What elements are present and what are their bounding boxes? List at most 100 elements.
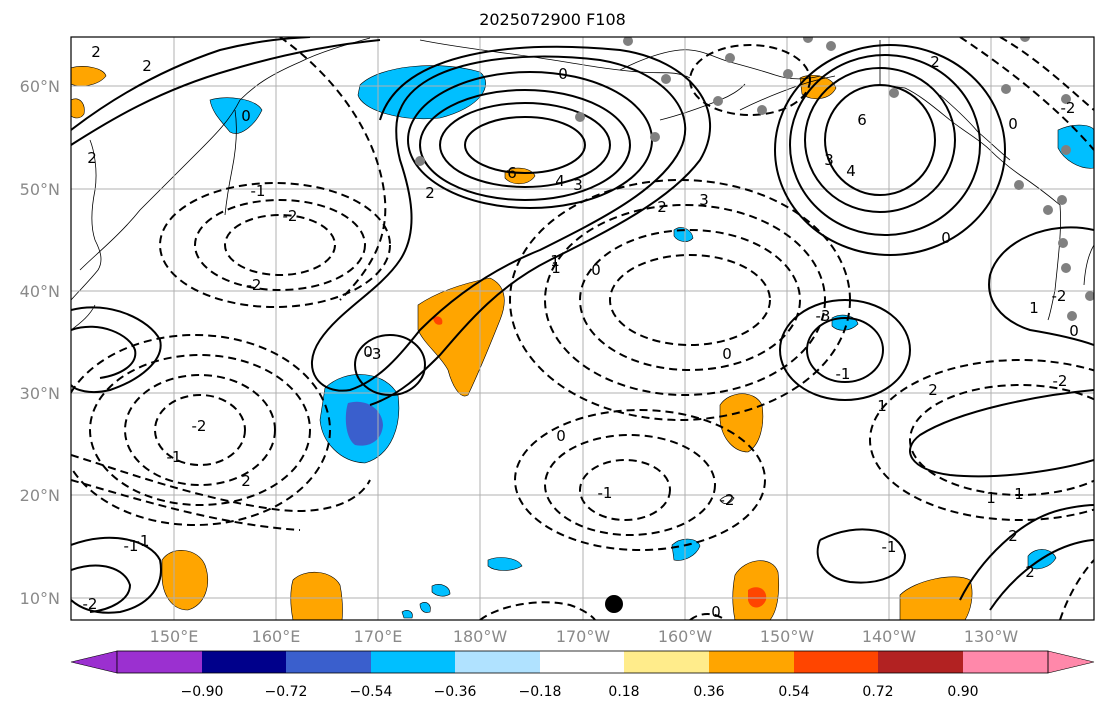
lat-label: 50°N (20, 180, 60, 199)
dashed-contours (71, 37, 1094, 620)
orange-shading (290, 572, 343, 620)
blue-shading (1057, 124, 1094, 169)
contour-label: 2 (1025, 563, 1035, 581)
contour-label: -1 (167, 448, 182, 466)
contour-label: 1 (877, 397, 887, 415)
lon-label: 180°W (453, 627, 508, 646)
contour-label: -2 (1061, 99, 1076, 117)
map-title: 2025072900 F108 (479, 10, 626, 29)
contour-label: 2 (87, 149, 97, 167)
contour-label: 0 (591, 261, 601, 279)
contour-label: 1 (550, 252, 560, 270)
colorbar-label: −0.72 (265, 684, 308, 700)
contour-label: 2 (928, 381, 938, 399)
colorbar-label: −0.36 (434, 684, 477, 700)
contour-label: -3 (367, 345, 382, 363)
colorbar-swatch (202, 651, 286, 673)
colorbar-swatch (794, 651, 878, 673)
contour-label: 1 (1029, 299, 1039, 317)
colorbar-swatch (963, 651, 1048, 673)
lon-label: 130°W (964, 627, 1019, 646)
lat-label: 60°N (20, 77, 60, 96)
colorbar-label: 0.72 (862, 684, 893, 700)
contour-label: 3 (573, 176, 583, 194)
colorbar-swatch (117, 651, 202, 673)
lon-label: 170°W (556, 627, 611, 646)
contour-label: -2 (1052, 287, 1067, 305)
colorbar-swatch (286, 651, 371, 673)
colorbar-extend-low (70, 650, 118, 674)
contour-label: -1 (882, 538, 897, 556)
blue-shading (401, 610, 413, 619)
colorbar-label: 0.90 (947, 684, 978, 700)
blue-shading-strong (345, 401, 383, 446)
contour-label: 0 (941, 229, 951, 247)
colorbar-swatch (878, 651, 963, 673)
contour-label: 4 (555, 172, 565, 190)
contour-label: -2 (283, 207, 298, 225)
contour-label: -1 (135, 532, 150, 550)
contour-label: 0 (1069, 322, 1079, 340)
colorbar-label: 0.18 (608, 684, 639, 700)
lon-labels: 150°E 160°E 170°E 180°W 170°W 160°W 150°… (150, 627, 1019, 646)
lon-label: 160°W (658, 627, 713, 646)
orange-shading (71, 98, 85, 119)
station-dots (415, 37, 1094, 321)
contour-label: 2 (142, 57, 152, 75)
contour-label: 2 (930, 53, 940, 71)
contour-label: -1 (836, 365, 851, 383)
blue-shading (671, 538, 701, 561)
contour-label: 2 (1008, 527, 1018, 545)
contour-label: 4 (846, 162, 856, 180)
contour-label: -1 (124, 537, 139, 555)
contour-label: -3 (816, 307, 831, 325)
lon-label: 150°W (760, 627, 815, 646)
lon-label: 170°E (354, 627, 403, 646)
colorbar-label: 0.36 (693, 684, 724, 700)
contour-label: 6 (857, 111, 867, 129)
lon-label: 150°E (150, 627, 199, 646)
colorbar-label: −0.54 (350, 684, 393, 700)
lon-label: 140°W (862, 627, 917, 646)
contour-label: 3 (699, 191, 709, 209)
contour-label: -2 (720, 491, 735, 509)
colorbar-extend-high (1047, 650, 1095, 674)
marker-dot (605, 595, 623, 613)
map-frame (70, 36, 1095, 621)
contour-label: 0 (556, 427, 566, 445)
contour-label: -2 (192, 417, 207, 435)
contour-label: -2 (247, 276, 262, 294)
solid-contours (71, 37, 1094, 614)
contour-label: -1 (251, 182, 266, 200)
colorbar-label: −0.90 (181, 684, 224, 700)
contour-label: 1 (1014, 485, 1024, 503)
lat-label: 40°N (20, 282, 60, 301)
contour-label: 0 (363, 343, 373, 361)
lat-label: 10°N (20, 589, 60, 608)
contour-label: 0 (711, 603, 721, 621)
lat-label: 30°N (20, 384, 60, 403)
colorbar-swatch (455, 651, 540, 673)
contour-label: -2 (83, 595, 98, 613)
contour-label: 2 (241, 472, 251, 490)
colorbar (70, 650, 1095, 674)
contour-label: 2 (657, 198, 667, 216)
blue-shading (419, 602, 431, 613)
colorbar-swatch (624, 651, 709, 673)
contour-label: 0 (1008, 115, 1018, 133)
colorbar-label: 0.54 (778, 684, 809, 700)
contour-label: 2 (425, 184, 435, 202)
red-shading (748, 587, 767, 608)
contour-label: -2 (1053, 372, 1068, 390)
lon-label: 160°E (252, 627, 301, 646)
contour-label: 0 (558, 65, 568, 83)
orange-shading (161, 550, 208, 611)
contour-label: 1 (986, 489, 996, 507)
colorbar-swatch (540, 651, 624, 673)
colorbar-swatch (371, 651, 455, 673)
colorbar-label: −0.18 (519, 684, 562, 700)
contour-label: 1 (551, 259, 561, 277)
gridlines (71, 37, 1094, 620)
contour-label: 3 (824, 151, 834, 169)
